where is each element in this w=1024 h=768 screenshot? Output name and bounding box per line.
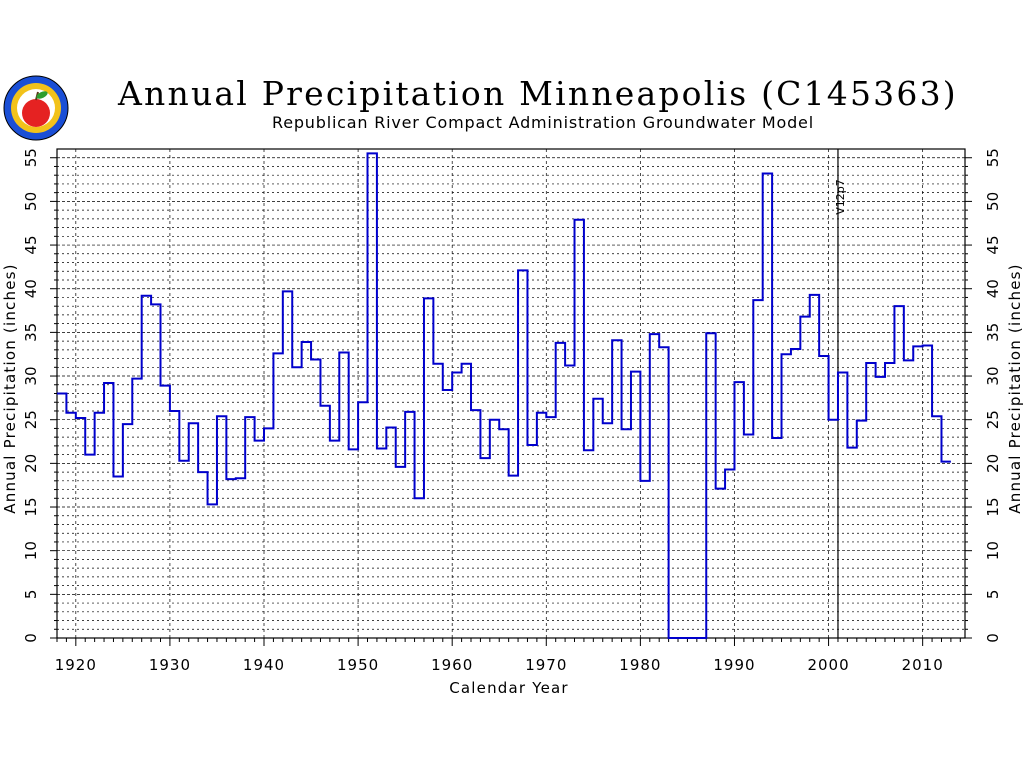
y-tick-label-right: 30 [984, 366, 1002, 385]
x-tick-label: 1940 [243, 656, 285, 674]
y-axis-label-right: Annual Precipitation (inches) [1006, 263, 1024, 513]
x-tick-label: 1960 [431, 656, 473, 674]
y-tick-label-right: 25 [984, 410, 1002, 429]
y-tick-label-left: 40 [22, 279, 40, 298]
y-tick-label-left: 50 [22, 192, 40, 211]
x-tick-label: 2010 [902, 656, 944, 674]
y-tick-label-left: 10 [22, 541, 40, 560]
y-tick-label-left: 45 [22, 236, 40, 255]
y-tick-label-left: 25 [22, 410, 40, 429]
x-tick-label: 2000 [807, 656, 849, 674]
y-tick-label-left: 55 [22, 148, 40, 167]
organization-logo [2, 74, 70, 142]
x-tick-label: 1930 [149, 656, 191, 674]
y-tick-label-left: 30 [22, 366, 40, 385]
x-tick-label: 1980 [619, 656, 661, 674]
y-tick-label-right: 20 [984, 454, 1002, 473]
x-tick-label: 1990 [713, 656, 755, 674]
y-tick-label-left: 20 [22, 454, 40, 473]
y-tick-label-right: 40 [984, 279, 1002, 298]
y-axis-label-left: Annual Precipitation (inches) [1, 263, 19, 513]
y-tick-label-right: 45 [984, 236, 1002, 255]
y-tick-label-left: 5 [22, 590, 40, 600]
y-tick-label-right: 50 [984, 192, 1002, 211]
version-marker-label: V12p7 [834, 179, 847, 215]
y-tick-label-right: 10 [984, 541, 1002, 560]
x-tick-label: 1970 [525, 656, 567, 674]
y-tick-label-left: 35 [22, 323, 40, 342]
y-tick-label-right: 35 [984, 323, 1002, 342]
chart-title: Annual Precipitation Minneapolis (C14536… [118, 74, 958, 113]
y-tick-label-left: 15 [22, 497, 40, 516]
y-tick-label-right: 5 [984, 590, 1002, 600]
y-tick-label-right: 15 [984, 497, 1002, 516]
y-tick-label-right: 55 [984, 148, 1002, 167]
x-axis-label: Calendar Year [449, 679, 569, 697]
y-tick-label-left: 0 [22, 633, 40, 643]
x-tick-label: 1920 [55, 656, 97, 674]
chart-subtitle: Republican River Compact Administration … [272, 113, 814, 132]
y-tick-label-right: 0 [984, 633, 1002, 643]
x-tick-label: 1950 [337, 656, 379, 674]
precipitation-step-line [57, 152, 951, 639]
